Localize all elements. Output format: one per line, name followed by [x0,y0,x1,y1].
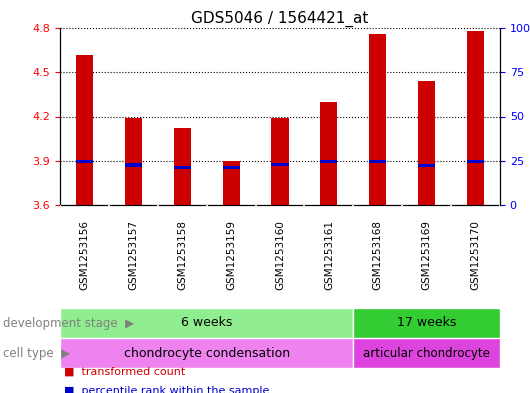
Bar [223,161,240,205]
Text: GSM1253160: GSM1253160 [275,220,285,290]
Bar [354,338,500,368]
Bar [467,31,484,205]
Text: ■  transformed count: ■ transformed count [64,367,185,376]
Bar [320,160,338,163]
Text: 17 weeks: 17 weeks [397,316,456,329]
Text: development stage  ▶: development stage ▶ [3,316,134,329]
Bar [271,163,288,166]
Bar [418,81,435,205]
Bar [60,338,354,368]
Text: GSM1253159: GSM1253159 [226,220,236,290]
Bar [125,118,142,205]
Text: chondrocyte condensation: chondrocyte condensation [123,347,290,360]
Text: GSM1253157: GSM1253157 [128,220,138,290]
Bar [60,308,354,338]
Text: GSM1253168: GSM1253168 [373,220,383,290]
Bar [76,160,93,163]
Text: GSM1253170: GSM1253170 [471,220,481,290]
Text: cell type  ▶: cell type ▶ [3,347,70,360]
Bar [369,34,386,205]
Text: GSM1253169: GSM1253169 [422,220,431,290]
Bar [369,160,386,163]
Bar [174,166,191,169]
Text: 6 weeks: 6 weeks [181,316,232,329]
Text: GSM1253161: GSM1253161 [324,220,334,290]
Bar [76,55,93,205]
Bar [125,163,142,167]
Bar [271,118,288,205]
Bar [418,164,435,167]
Title: GDS5046 / 1564421_at: GDS5046 / 1564421_at [191,11,369,27]
Bar [320,102,338,205]
Bar [467,160,484,163]
Bar [223,166,240,169]
Text: articular chondrocyte: articular chondrocyte [363,347,490,360]
Bar [174,128,191,205]
Bar [354,308,500,338]
Text: GSM1253158: GSM1253158 [177,220,187,290]
Text: GSM1253156: GSM1253156 [80,220,90,290]
Text: ■  percentile rank within the sample: ■ percentile rank within the sample [64,386,269,393]
